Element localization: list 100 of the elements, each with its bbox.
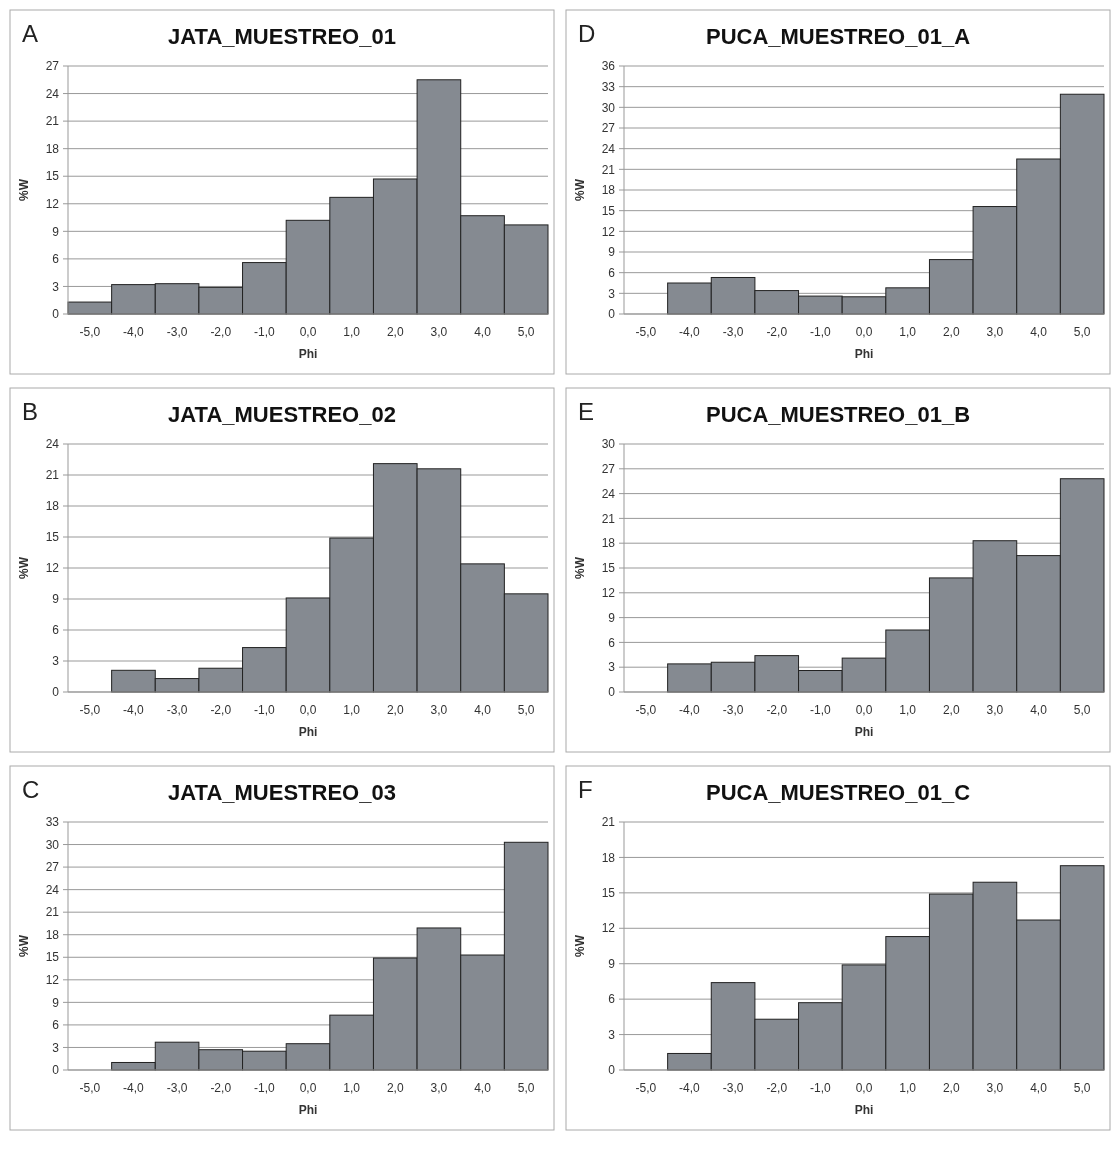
x-axis-title: Phi	[854, 347, 874, 361]
x-tick-label: -3,0	[722, 1081, 744, 1095]
y-tick-label: 6	[608, 992, 616, 1007]
y-tick-label: 9	[608, 245, 616, 260]
x-tick-label: 2,0	[386, 325, 404, 339]
x-tick-label: 3,0	[986, 1081, 1004, 1095]
x-tick-label: 5,0	[1073, 325, 1091, 339]
y-tick-label: 30	[45, 837, 60, 852]
y-tick-label: 12	[601, 921, 616, 936]
x-tick-label: 0,0	[299, 325, 317, 339]
x-tick-label: 5,0	[1073, 703, 1091, 717]
x-tick-label: -2,0	[766, 325, 788, 339]
y-tick-label: 15	[601, 886, 616, 901]
x-tick-label: 0,0	[299, 703, 317, 717]
x-axis-title: Phi	[298, 725, 318, 739]
x-tick-label: -1,0	[810, 1081, 832, 1095]
x-tick-label: -2,0	[210, 325, 232, 339]
x-tick-label: -1,0	[254, 703, 276, 717]
x-tick-label: 0,0	[855, 325, 873, 339]
x-tick-label: 2,0	[942, 325, 960, 339]
y-tick-label: 3	[52, 654, 60, 669]
y-tick-label: 9	[608, 956, 616, 971]
x-tick-label: 3,0	[430, 1081, 448, 1095]
x-tick-label: -5,0	[79, 703, 101, 717]
y-tick-label: 0	[608, 1063, 616, 1078]
y-tick-label: 9	[52, 592, 60, 607]
y-tick-label: 3	[52, 1040, 60, 1055]
y-tick-label: 3	[52, 279, 60, 294]
x-tick-label: -4,0	[123, 703, 145, 717]
y-tick-label: 0	[52, 685, 60, 700]
x-tick-label: -4,0	[123, 1081, 145, 1095]
y-tick-label: 21	[45, 114, 60, 129]
x-tick-label: -1,0	[810, 703, 832, 717]
chart-title: JATA_MUESTREO_01	[168, 24, 396, 49]
y-tick-label: 6	[608, 635, 616, 650]
y-tick-label: 18	[45, 927, 60, 942]
x-tick-label: -3,0	[166, 1081, 188, 1095]
x-tick-label: -4,0	[679, 1081, 701, 1095]
y-tick-label: 21	[601, 511, 616, 526]
x-tick-label: 0,0	[855, 703, 873, 717]
x-tick-label: 5,0	[517, 1081, 535, 1095]
x-axis-title: Phi	[854, 1103, 874, 1117]
x-tick-label: 4,0	[1030, 1081, 1048, 1095]
x-tick-label: 4,0	[1030, 703, 1048, 717]
y-tick-label: 0	[608, 685, 616, 700]
x-tick-label: -2,0	[766, 703, 788, 717]
x-tick-label: 3,0	[986, 703, 1004, 717]
y-tick-label: 12	[45, 196, 60, 211]
text: C	[22, 776, 40, 803]
x-tick-label: 1,0	[899, 703, 917, 717]
y-tick-label: 12	[45, 561, 60, 576]
y-tick-label: 3	[608, 1027, 616, 1042]
chart-title: PUCA_MUESTREO_01_C	[705, 780, 971, 805]
chart-title: PUCA_MUESTREO_01_B	[705, 402, 971, 427]
y-tick-label: 18	[601, 536, 616, 551]
chart-title: JATA_MUESTREO_02	[168, 402, 396, 427]
y-tick-label: 30	[601, 100, 616, 115]
y-tick-label: 12	[601, 586, 616, 600]
x-tick-label: 4,0	[474, 703, 492, 717]
y-tick-label: 6	[52, 623, 60, 638]
y-tick-label: 21	[45, 905, 60, 920]
y-tick-label: 9	[52, 995, 60, 1010]
y-tick-label: 18	[45, 499, 60, 514]
y-tick-label: 21	[601, 815, 616, 830]
y-tick-label: 33	[45, 815, 60, 830]
x-tick-label: 5,0	[517, 703, 535, 717]
y-tick-label: 18	[601, 183, 616, 198]
y-tick-label: 0	[608, 307, 616, 322]
y-axis-title: %W	[17, 556, 31, 579]
chart-title: PUCA_MUESTREO_01_A	[705, 24, 971, 49]
y-tick-label: 27	[601, 462, 616, 476]
x-tick-label: 4,0	[1030, 325, 1048, 339]
x-tick-label: 1,0	[899, 1081, 917, 1095]
y-tick-label: 18	[601, 850, 616, 865]
chart-title: JATA_MUESTREO_03	[168, 780, 396, 805]
y-tick-label: 24	[45, 437, 60, 452]
y-tick-label: 6	[52, 1018, 60, 1033]
x-tick-label: -2,0	[210, 703, 232, 717]
x-tick-label: 2,0	[942, 703, 960, 717]
x-tick-label: -5,0	[79, 1081, 101, 1095]
y-tick-label: 3	[608, 286, 616, 301]
x-tick-label: -5,0	[635, 703, 657, 717]
x-tick-label: 5,0	[1073, 1081, 1091, 1095]
x-tick-label: 1,0	[343, 1081, 361, 1095]
x-tick-label: 3,0	[430, 703, 448, 717]
x-tick-label: -2,0	[766, 1081, 788, 1095]
x-axis-title: Phi	[854, 725, 874, 739]
y-tick-label: 21	[45, 468, 60, 483]
x-axis-title: Phi	[298, 347, 318, 361]
y-tick-label: 15	[601, 203, 616, 218]
x-tick-label: -3,0	[722, 703, 744, 717]
text: E	[578, 398, 595, 425]
x-tick-label: 4,0	[474, 1081, 492, 1095]
y-tick-label: 3	[608, 660, 616, 675]
x-tick-label: -5,0	[79, 325, 101, 339]
y-tick-label: 24	[601, 141, 616, 156]
x-tick-label: -2,0	[210, 1081, 232, 1095]
y-tick-label: 9	[52, 224, 60, 239]
x-tick-label: 3,0	[430, 325, 448, 339]
x-tick-label: 5,0	[517, 325, 535, 339]
